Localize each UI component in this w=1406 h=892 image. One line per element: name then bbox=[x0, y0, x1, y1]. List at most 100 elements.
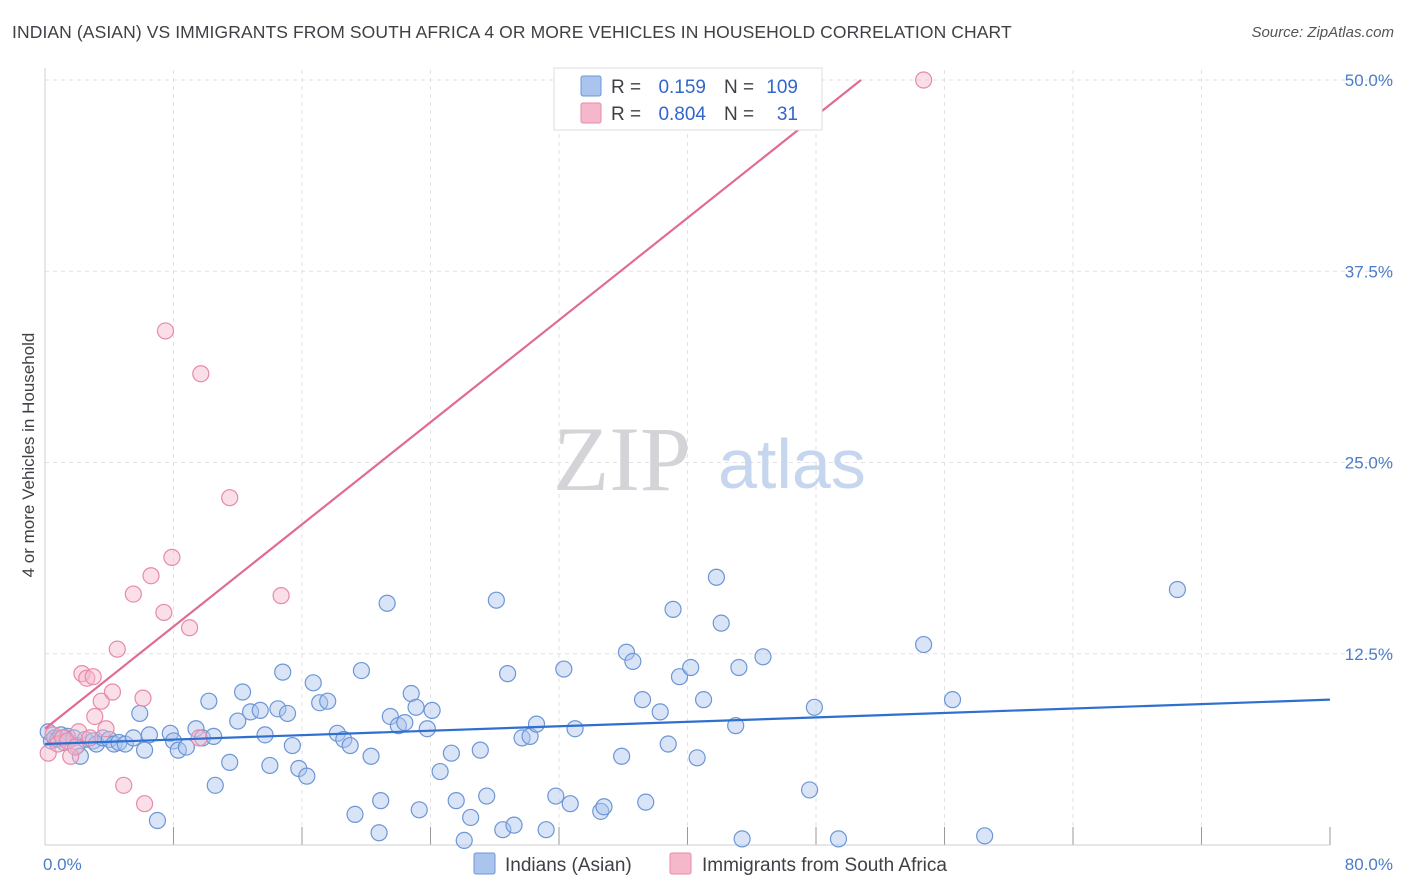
south-africa-point bbox=[135, 795, 154, 813]
indian-point bbox=[651, 703, 669, 721]
indian-point bbox=[664, 600, 682, 618]
south-africa-point bbox=[915, 71, 933, 89]
south-africa-point bbox=[163, 548, 181, 566]
indian-point bbox=[478, 787, 496, 805]
legend-box: R = 0.159 N = 109 R = 0.804 N = 31 bbox=[553, 67, 823, 131]
indian-point bbox=[670, 668, 689, 686]
trend-layer bbox=[44, 79, 1331, 746]
indian-point bbox=[455, 831, 473, 850]
indian-point bbox=[431, 762, 449, 781]
indian-point bbox=[462, 808, 480, 827]
indian-point bbox=[617, 643, 636, 661]
indian-point bbox=[140, 726, 159, 744]
indian-point bbox=[442, 744, 460, 762]
indian-point bbox=[407, 698, 425, 716]
south-africa-point bbox=[142, 567, 160, 585]
x-tick-label-max: 80.0% bbox=[1345, 855, 1393, 874]
indian-point bbox=[423, 701, 441, 719]
indian-point bbox=[943, 691, 962, 709]
points-layer bbox=[39, 71, 1187, 850]
indian-point bbox=[335, 730, 353, 749]
indian-point bbox=[730, 658, 748, 677]
indian-point bbox=[561, 795, 579, 813]
south-africa-point bbox=[92, 692, 110, 710]
indian-point bbox=[261, 756, 279, 775]
indian-point bbox=[410, 801, 428, 819]
watermark-zip: ZIP bbox=[553, 408, 691, 510]
indian-point bbox=[527, 715, 546, 733]
legend-swatch-blue bbox=[580, 75, 602, 97]
indian-point bbox=[100, 730, 118, 749]
bottom-legend-swatch-blue bbox=[473, 852, 496, 875]
south-africa-point bbox=[62, 747, 80, 765]
indian-point bbox=[256, 726, 274, 744]
indian-point bbox=[566, 720, 584, 738]
indian-point bbox=[148, 811, 167, 830]
south-africa-trend-line bbox=[44, 79, 862, 730]
bottom-legend-swatch-pink bbox=[669, 852, 692, 875]
indian-point bbox=[278, 704, 297, 723]
indian-point bbox=[613, 747, 631, 765]
indian-point bbox=[694, 691, 713, 709]
indian-point bbox=[341, 736, 359, 755]
legend-n-value-1: 109 bbox=[766, 77, 798, 98]
axis-labels: 12.5% 25.0% 37.5% 50.0% 0.0% 80.0% bbox=[43, 71, 1393, 874]
indian-point bbox=[124, 729, 142, 747]
y-axis-title: 4 or more Vehicles in Household bbox=[19, 333, 38, 578]
indian-point bbox=[378, 594, 396, 612]
indian-point bbox=[707, 568, 726, 586]
south-africa-point bbox=[108, 640, 126, 658]
indian-point bbox=[274, 663, 292, 681]
source-credit: Source: ZipAtlas.com bbox=[1251, 24, 1394, 41]
legend-n-label-2: N = bbox=[724, 104, 754, 125]
indian-point bbox=[805, 698, 823, 716]
south-africa-point bbox=[66, 738, 85, 756]
bottom-legend-label-2: Immigrants from South Africa bbox=[702, 855, 947, 876]
indian-point bbox=[499, 665, 517, 683]
watermark: ZIP atlas bbox=[553, 408, 866, 510]
x-tick-label-min: 0.0% bbox=[43, 855, 82, 874]
south-africa-point bbox=[155, 603, 173, 622]
indian-point bbox=[633, 691, 652, 709]
south-africa-point bbox=[221, 489, 239, 507]
indian-point bbox=[547, 787, 565, 805]
legend-r-label-2: R = bbox=[611, 104, 641, 125]
indian-point bbox=[682, 658, 700, 677]
indian-point bbox=[976, 827, 994, 845]
indian-point bbox=[712, 614, 730, 632]
indian-point bbox=[447, 792, 465, 810]
south-africa-point bbox=[124, 585, 142, 603]
indian-point bbox=[471, 741, 489, 759]
indian-point bbox=[396, 713, 414, 732]
legend-r-value-1: 0.159 bbox=[658, 77, 706, 98]
south-africa-point bbox=[54, 729, 72, 747]
indian-point bbox=[362, 747, 380, 765]
indian-point bbox=[829, 830, 848, 848]
y-tick-label: 12.5% bbox=[1345, 645, 1393, 664]
south-africa-point bbox=[73, 665, 91, 683]
legend-r-value-2: 0.804 bbox=[658, 104, 706, 125]
y-tick-label: 25.0% bbox=[1345, 454, 1393, 473]
south-africa-point bbox=[180, 619, 199, 637]
indian-point bbox=[200, 692, 218, 710]
south-africa-point bbox=[103, 683, 122, 701]
legend-r-label-1: R = bbox=[611, 77, 641, 98]
bottom-legend: Indians (Asian) Immigrants from South Af… bbox=[473, 852, 947, 876]
legend-n-label-1: N = bbox=[724, 77, 754, 98]
indian-point bbox=[659, 735, 677, 753]
bottom-legend-label-1: Indians (Asian) bbox=[505, 855, 632, 876]
grid-layer bbox=[44, 68, 1395, 846]
indian-point bbox=[537, 821, 555, 839]
indian-trend-line bbox=[44, 698, 1331, 746]
indian-point bbox=[370, 824, 388, 842]
south-africa-point bbox=[156, 322, 175, 340]
y-tick-label: 37.5% bbox=[1345, 262, 1393, 281]
indian-point bbox=[135, 741, 154, 759]
indian-point bbox=[733, 830, 751, 848]
south-africa-point bbox=[192, 365, 210, 383]
indian-point bbox=[505, 816, 523, 834]
indian-point bbox=[754, 648, 772, 666]
indian-point bbox=[352, 661, 371, 680]
indian-point bbox=[229, 712, 247, 730]
